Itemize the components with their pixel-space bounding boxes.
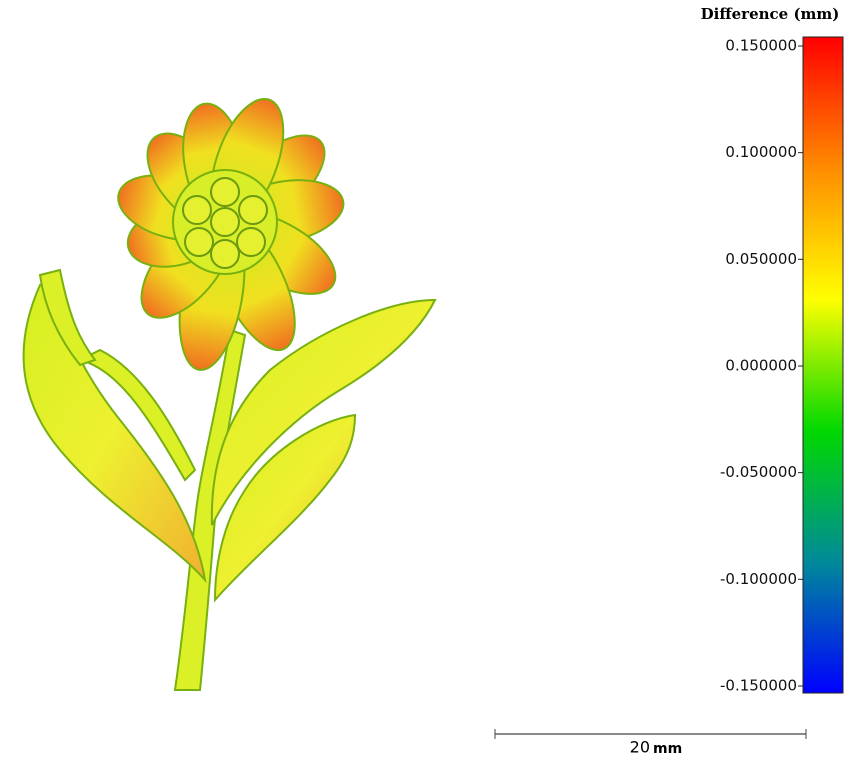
floret (238, 195, 268, 225)
leaf (210, 298, 437, 526)
floret (210, 239, 240, 269)
leaf (213, 413, 357, 603)
leaf (22, 278, 207, 584)
floret (210, 177, 240, 207)
scale-length: 20 (630, 738, 650, 757)
colorbar (802, 36, 844, 694)
colorbar-title: Difference (mm) (701, 5, 840, 23)
stem (77, 348, 197, 482)
tick-label: 0.050000 (725, 250, 797, 268)
tick-label: -0.100000 (720, 570, 797, 588)
flower-scan (22, 97, 437, 691)
floret (184, 227, 214, 257)
tick-label: 0.100000 (725, 143, 797, 161)
floret (182, 195, 212, 225)
tick-label: -0.050000 (720, 463, 797, 481)
scale-unit: mm (653, 741, 682, 757)
stem (38, 268, 97, 367)
floret (210, 207, 240, 237)
tick-label: 0.000000 (725, 357, 797, 375)
tick-label: -0.150000 (720, 677, 797, 695)
floret (236, 227, 266, 257)
tick-label: 0.150000 (725, 37, 797, 55)
